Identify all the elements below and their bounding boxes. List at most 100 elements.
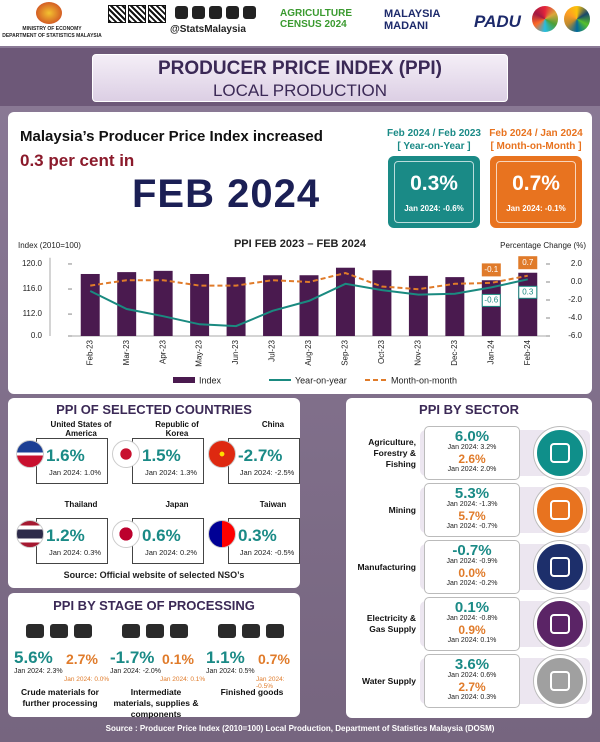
stage-icon — [146, 624, 164, 638]
y-tick-label: 0.0 — [31, 331, 43, 340]
data-label: -0.6 — [484, 296, 498, 305]
sector-yoy-previous: Jan 2024: -1.3% — [446, 501, 498, 508]
summary-previous: Jan 2024: -0.1% — [506, 204, 566, 213]
x-tick-label: Jan-24 — [486, 339, 495, 364]
y2-tick-label: 2.0 — [571, 259, 583, 268]
crest — [36, 2, 62, 24]
bar — [335, 267, 355, 336]
x-tick-label: Mar-23 — [122, 339, 131, 365]
stage-mom-previous: Jan 2024: -0.5% — [256, 676, 285, 690]
sector-yoy-previous: Jan 2024: -0.8% — [446, 615, 498, 622]
stage-yoy-previous: Jan 2024: 2.3% — [14, 668, 63, 675]
bar — [190, 273, 210, 336]
summary-kind: [ Month-on-Month ] — [490, 141, 582, 152]
country-flag — [112, 520, 140, 548]
stage-name: Crude materials for further processing — [21, 687, 99, 708]
stage-icon — [218, 624, 236, 638]
sector-icon — [534, 427, 586, 479]
department-name: DEPARTMENT OF STATISTICS MALAYSIA — [2, 33, 102, 39]
country-name: Japan — [165, 500, 189, 509]
sector-icon-glyph — [550, 443, 570, 463]
qr-code — [128, 5, 146, 23]
bar — [299, 275, 319, 336]
stage-yoy: 5.6% — [14, 648, 53, 667]
bar — [226, 277, 246, 336]
stage-mom-previous: Jan 2024: 0.1% — [160, 676, 206, 683]
line — [90, 271, 528, 291]
stage-icon — [50, 624, 68, 638]
stages-panel — [8, 593, 300, 717]
sector-mom-previous: Jan 2024: 0.3% — [447, 694, 497, 701]
sector-mom-previous: Jan 2024: -0.7% — [446, 523, 498, 530]
x-tick-label: Feb-24 — [523, 339, 532, 365]
bar — [445, 277, 465, 336]
bar — [117, 272, 137, 336]
data-label: 0.7 — [522, 258, 534, 267]
y2-tick-label: -4.0 — [568, 313, 582, 322]
sector-name: Agriculture, Forestry & Fishing — [368, 436, 416, 469]
stage-yoy-previous: Jan 2024: 0.5% — [206, 668, 255, 675]
line — [89, 278, 528, 328]
data-label-box — [481, 293, 501, 307]
country-card — [132, 518, 204, 564]
footer: Source : Producer Price Index (2010=100)… — [105, 724, 495, 733]
summary-previous: Jan 2024: -0.6% — [404, 204, 464, 213]
x-tick-label: Aug-23 — [304, 339, 313, 365]
stage-icon — [74, 624, 92, 638]
country-value: -2.7% — [238, 446, 283, 465]
social-icon — [175, 6, 188, 19]
sector-yoy: 5.3% — [454, 485, 490, 502]
country-previous: Jan 2024: -2.5% — [239, 468, 295, 477]
headline-line2: 0.3 per cent in — [20, 151, 135, 170]
stage-icon — [26, 624, 44, 638]
headline-period: FEB 2024 — [132, 172, 321, 216]
chart: PPI FEB 2023 – FEB 2024 Index (2010=100) P… — [18, 238, 586, 385]
stage-mom: 0.1% — [162, 651, 194, 667]
legend-label: Month-on-month — [391, 375, 457, 385]
stage-name: Intermediate materials, supplies & compo… — [113, 687, 199, 719]
country-name: Taiwan — [259, 500, 287, 509]
padu-logo: PADU — [474, 12, 521, 31]
country-value: 0.3% — [238, 526, 277, 545]
sector-icon-glyph — [550, 557, 570, 577]
sector-mom: 2.7% — [458, 680, 486, 694]
country-name: Thailand — [64, 500, 98, 509]
country-name: Republic of Korea — [155, 420, 199, 438]
legend-swatch — [173, 377, 195, 383]
y-tick-label: 120.0 — [22, 259, 43, 268]
stage-mom: 2.7% — [66, 651, 98, 667]
stage-icon — [242, 624, 260, 638]
title-box — [92, 54, 508, 102]
sector-card — [424, 654, 520, 708]
sdg-logo — [532, 6, 558, 32]
x-tick-label: Nov-23 — [413, 339, 422, 365]
stage-icon — [122, 624, 140, 638]
x-tick-label: Jun-23 — [231, 339, 240, 364]
data-label-box — [518, 256, 538, 270]
sector-yoy-previous: Jan 2024: 0.6% — [447, 672, 497, 679]
country-value: 1.5% — [142, 446, 181, 465]
sector-yoy: 0.1% — [454, 599, 490, 616]
sector-card — [424, 540, 520, 594]
sector-mom-previous: Jan 2024: -0.2% — [446, 580, 498, 587]
sector-mom-previous: Jan 2024: 0.1% — [447, 637, 497, 644]
country-card — [228, 438, 300, 484]
chart-title: PPI FEB 2023 – FEB 2024 — [234, 238, 367, 250]
sector-icon-glyph — [550, 614, 570, 634]
stages-title: PPI BY STAGE OF PROCESSING — [53, 598, 255, 613]
qr-code — [148, 5, 166, 23]
country-flag — [16, 520, 44, 548]
y-axis-label: Index (2010=100) — [18, 241, 81, 250]
stage-yoy: -1.7% — [110, 648, 155, 667]
sector-yoy-previous: Jan 2024: 3.2% — [447, 444, 497, 451]
sdg-logo — [564, 6, 590, 32]
bar — [263, 275, 283, 336]
madani-logo: MALAYSIA MADANI — [384, 8, 441, 32]
sector-icon-glyph — [550, 671, 570, 691]
country-value: 1.2% — [46, 526, 85, 545]
x-tick-label: Jul-23 — [268, 339, 277, 361]
y2-axis-label: Percentage Change (%) — [500, 241, 586, 250]
sector-mom: 0.9% — [458, 623, 486, 637]
stage-mom-previous: Jan 2024: 0.0% — [64, 676, 110, 683]
